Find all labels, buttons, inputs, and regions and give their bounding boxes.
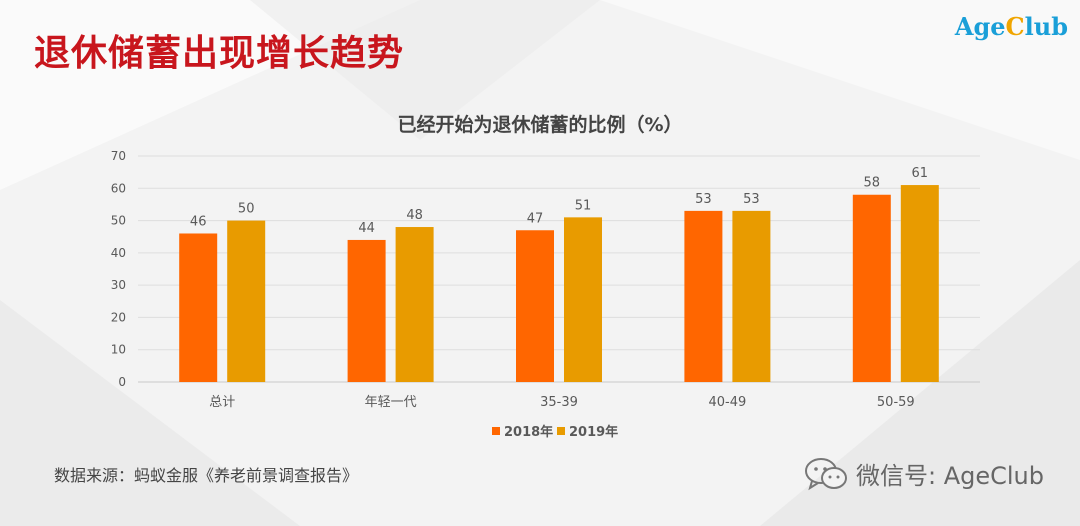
y-tick-label: 30: [111, 278, 126, 292]
logo-text-lub: lub: [1024, 12, 1068, 41]
chart-title: 已经开始为退休储蓄的比例（%）: [397, 114, 683, 136]
legend-swatch: [492, 427, 500, 435]
watermark-text: 微信号: AgeClub: [855, 462, 1044, 490]
legend-label: 2019年: [569, 424, 618, 440]
x-tick-label: 总计: [209, 395, 235, 410]
bar: [347, 239, 386, 382]
bar: [516, 230, 554, 382]
y-tick-label: 0: [118, 375, 126, 389]
logo-text-age: Age: [954, 12, 1006, 41]
data-label: 44: [358, 221, 375, 236]
y-tick-label: 40: [111, 246, 126, 260]
data-label: 46: [190, 214, 207, 229]
data-label: 61: [912, 166, 929, 181]
data-label: 58: [864, 176, 881, 191]
data-label: 53: [695, 192, 712, 207]
bar: [395, 227, 434, 382]
bar: [732, 210, 771, 382]
data-label: 50: [238, 202, 255, 217]
legend-label: 2018年: [504, 424, 553, 440]
data-source: 数据来源：蚂蚁金服《养老前景调查报告》: [54, 466, 359, 485]
bar: [684, 210, 723, 382]
y-tick-label: 20: [111, 310, 126, 324]
y-tick-label: 50: [111, 214, 126, 228]
y-tick-label: 10: [111, 343, 126, 357]
data-label: 48: [406, 208, 423, 223]
x-tick-label: 年轻一代: [365, 395, 417, 410]
legend-swatch: [557, 427, 565, 435]
bar: [227, 220, 266, 382]
y-tick-label: 70: [111, 149, 126, 163]
ageclub-logo: AgeClub: [955, 12, 1068, 41]
logo-text-c: C: [1005, 12, 1025, 41]
data-label: 53: [743, 192, 760, 207]
bar: [564, 217, 602, 382]
data-label: 51: [575, 198, 592, 213]
bar: [852, 194, 891, 382]
bar: [900, 185, 939, 382]
x-tick-label: 50-59: [877, 395, 915, 410]
x-tick-label: 40-49: [709, 395, 747, 410]
page-title: 退休储蓄出现增长趋势: [34, 33, 405, 74]
data-label: 47: [527, 211, 544, 226]
y-tick-label: 60: [111, 181, 126, 195]
bar: [179, 233, 218, 382]
x-tick-label: 35-39: [540, 395, 578, 410]
wechat-watermark: 微信号: AgeClub: [804, 456, 1044, 491]
wechat-icon: [804, 457, 847, 490]
